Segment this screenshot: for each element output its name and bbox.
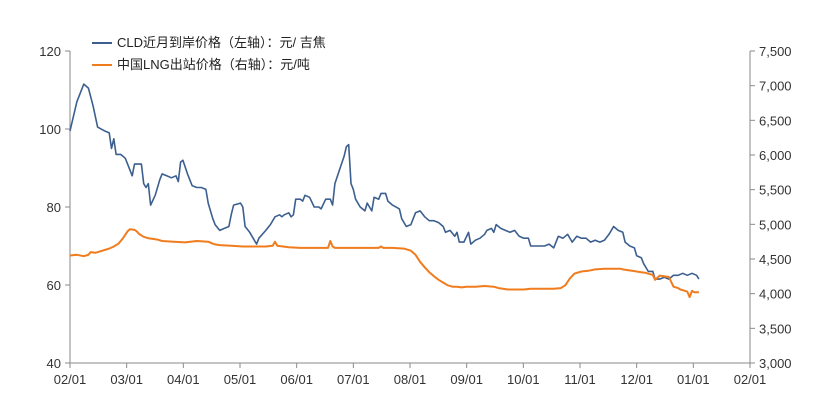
- right-axis-ticks: 3,000 3,500 4,000 4,500 5,000 5,500 6,000 6,500…: [750, 44, 792, 371]
- axes: [69, 51, 751, 364]
- right-tick-label: 6,500: [759, 113, 792, 128]
- x-tick-label: 03/01: [110, 372, 143, 387]
- right-tick-label: 7,000: [759, 79, 792, 94]
- x-tick-label: 02/01: [734, 372, 767, 387]
- left-tick-label: 40: [47, 356, 61, 371]
- left-tick-label: 60: [47, 278, 61, 293]
- x-tick-label: 01/01: [677, 372, 710, 387]
- x-tick-label: 11/01: [564, 372, 596, 387]
- x-tick-label: 05/01: [224, 372, 257, 387]
- left-tick-label: 100: [39, 122, 61, 137]
- x-tick-label: 10/01: [507, 372, 540, 387]
- left-tick-label: 80: [47, 200, 61, 215]
- lng-price-line: [69, 228, 699, 299]
- right-tick-label: 5,000: [759, 217, 792, 232]
- right-tick-label: 7,500: [759, 44, 792, 59]
- right-tick-label: 5,500: [759, 183, 792, 198]
- legend-label-lng: 中国LNG出站价格（右轴）：元/吨: [117, 57, 310, 72]
- x-tick-label: 04/01: [167, 372, 200, 387]
- right-tick-label: 4,500: [759, 252, 792, 267]
- x-tick-label: 02/01: [54, 372, 87, 387]
- x-tick-label: 09/01: [450, 372, 483, 387]
- right-tick-label: 3,500: [759, 321, 792, 336]
- right-tick-label: 4,000: [759, 287, 792, 302]
- x-tick-label: 12/01: [620, 372, 653, 387]
- x-axis-ticks: 02/01 03/01 04/01 05/01 06/01 07/01 08/01 09/01…: [54, 363, 767, 387]
- right-tick-label: 6,000: [759, 148, 792, 163]
- x-tick-label: 07/01: [337, 372, 370, 387]
- x-tick-label: 06/01: [280, 372, 313, 387]
- left-axis-ticks: 40 60 80 100 120: [39, 44, 70, 371]
- legend-label-cld: CLD近月到岸价格（左轴）：元/ 吉焦: [117, 35, 326, 50]
- legend: CLD近月到岸价格（左轴）：元/ 吉焦 中国LNG出站价格（右轴）：元/吨: [92, 35, 326, 72]
- x-tick-label: 08/01: [394, 372, 427, 387]
- cld-price-line: [69, 83, 700, 280]
- right-tick-label: 3,000: [759, 356, 792, 371]
- series-lines: [69, 83, 700, 299]
- left-tick-label: 120: [39, 44, 61, 59]
